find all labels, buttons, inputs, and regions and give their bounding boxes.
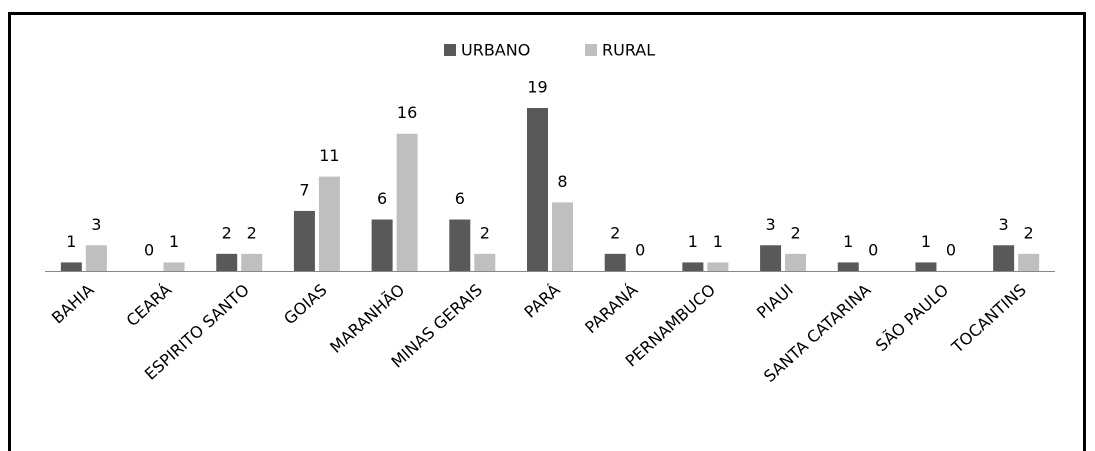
data-label: 0 (946, 241, 956, 260)
bar (241, 253, 263, 271)
legend-label: URBANO (461, 41, 530, 60)
legend-swatch (585, 44, 597, 56)
bar (837, 262, 859, 271)
bar (216, 253, 238, 271)
data-label: 0 (635, 241, 645, 260)
bar (785, 253, 807, 271)
bar (552, 202, 573, 271)
bar (371, 219, 393, 271)
data-label: 2 (610, 223, 620, 242)
data-label: 8 (557, 172, 567, 191)
data-label: 16 (397, 103, 417, 122)
data-label: 19 (527, 78, 547, 97)
data-label: 2 (790, 223, 800, 242)
bar (760, 245, 782, 271)
legend-swatch (444, 44, 456, 56)
frame (8, 12, 1086, 451)
bar (604, 253, 626, 271)
data-label: 3 (999, 215, 1009, 234)
data-label: 1 (169, 232, 179, 251)
bar (396, 133, 418, 271)
bar (993, 245, 1015, 271)
bar (318, 176, 340, 271)
data-label: 1 (713, 232, 723, 251)
data-label: 1 (921, 232, 931, 251)
data-label: 3 (91, 215, 101, 234)
bar (474, 253, 496, 271)
data-label: 6 (455, 189, 465, 208)
data-label: 6 (377, 189, 387, 208)
bar (449, 219, 471, 271)
bar (1018, 253, 1040, 271)
bar (527, 108, 548, 271)
data-label: 2 (1024, 223, 1034, 242)
bar (85, 245, 107, 271)
data-label: 0 (868, 241, 878, 260)
data-label: 7 (299, 180, 309, 199)
bar (682, 262, 704, 271)
data-label: 2 (480, 223, 490, 242)
bar (163, 262, 185, 271)
data-label: 0 (144, 241, 154, 260)
data-label: 1 (66, 232, 76, 251)
bar (293, 210, 315, 271)
data-label: 3 (765, 215, 775, 234)
data-label: 1 (688, 232, 698, 251)
data-label: 2 (222, 223, 232, 242)
data-label: 11 (319, 146, 339, 165)
data-label: 1 (843, 232, 853, 251)
bar (707, 262, 729, 271)
bar (915, 262, 937, 271)
bar (60, 262, 82, 271)
data-label: 2 (247, 223, 257, 242)
legend-label: RURAL (602, 41, 655, 60)
